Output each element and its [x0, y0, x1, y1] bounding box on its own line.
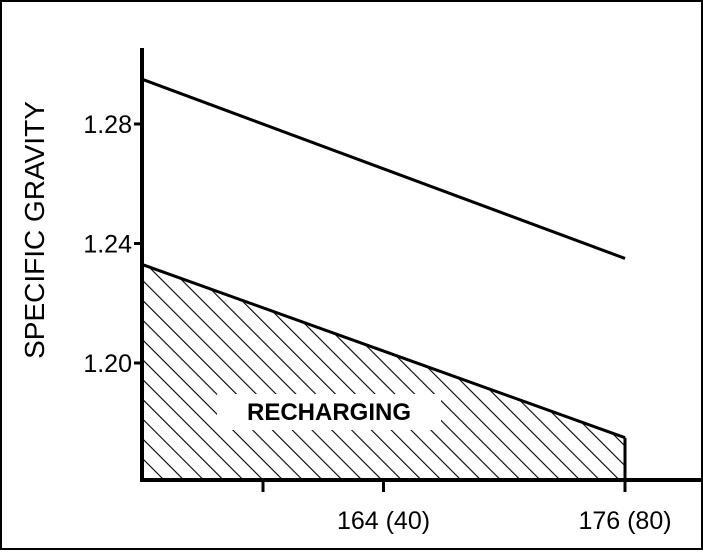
y-tick-label: 1.28 [83, 111, 132, 139]
x-tick-label: 176 (80) [578, 507, 671, 535]
region-label-background [217, 394, 441, 430]
y-axis-title: SPECIFIC GRAVITY [19, 101, 50, 359]
x-tick-label: 164 (40) [337, 507, 430, 535]
y-tick-label: 1.20 [83, 350, 132, 378]
y-tick-label: 1.24 [83, 231, 132, 259]
region-label: RECHARGING [247, 399, 411, 426]
recharging-area [142, 264, 625, 480]
recharging-boundary-line [141, 263, 626, 440]
plot-area: RECHARGING 1.20 1.24 1.28 164 (40) 176 (80) SP… [19, 48, 703, 535]
upper-specific-gravity-line [141, 77, 626, 260]
